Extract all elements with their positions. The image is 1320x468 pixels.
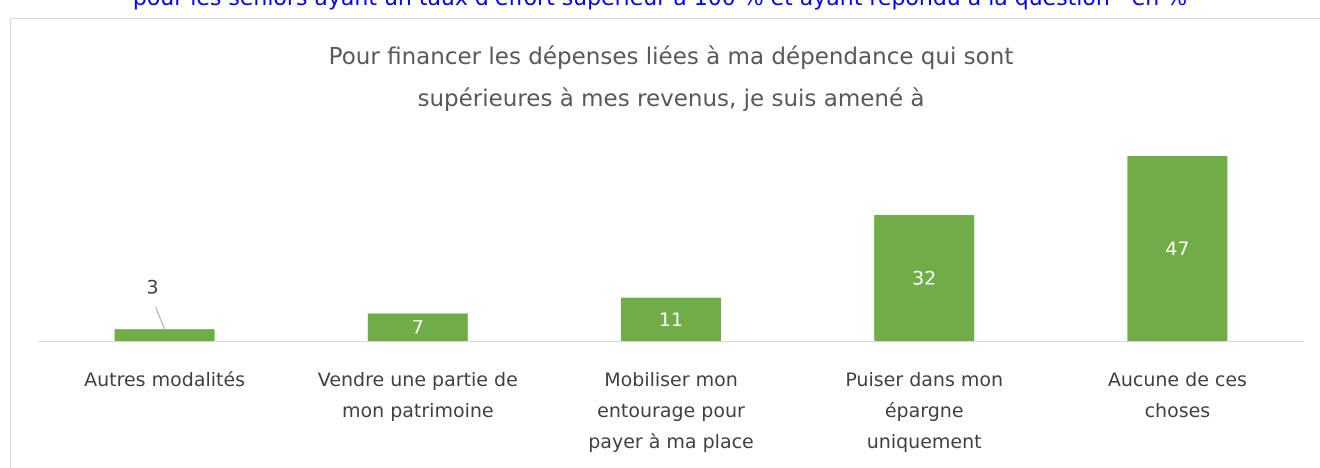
data-label: 7 <box>412 317 424 339</box>
data-label: 11 <box>659 309 683 331</box>
bar <box>1127 156 1228 341</box>
x-tick-label: Aucune de ces choses <box>1107 369 1247 422</box>
leader-line <box>155 306 166 330</box>
bar <box>621 297 721 341</box>
data-label: 3 <box>147 277 159 299</box>
x-tick-label: Vendre une partie de mon patrimoine <box>317 369 518 422</box>
x-tick-label: Autres modalités <box>84 369 246 391</box>
x-tick-label: Puiser dans mon épargne uniquement <box>845 369 1004 453</box>
bar <box>874 215 975 341</box>
data-label: 47 <box>1165 238 1189 260</box>
data-label: 32 <box>912 268 936 290</box>
chart-title: Pour financer les dépenses liées à ma dé… <box>328 44 1014 112</box>
x-tick-label: Mobiliser mon entourage pour payer à ma … <box>588 369 754 453</box>
bar <box>367 313 468 341</box>
chart-frame <box>10 18 1320 468</box>
subtitle: pour les seniors ayant un taux d'effort … <box>0 0 1320 11</box>
bar <box>114 329 215 341</box>
